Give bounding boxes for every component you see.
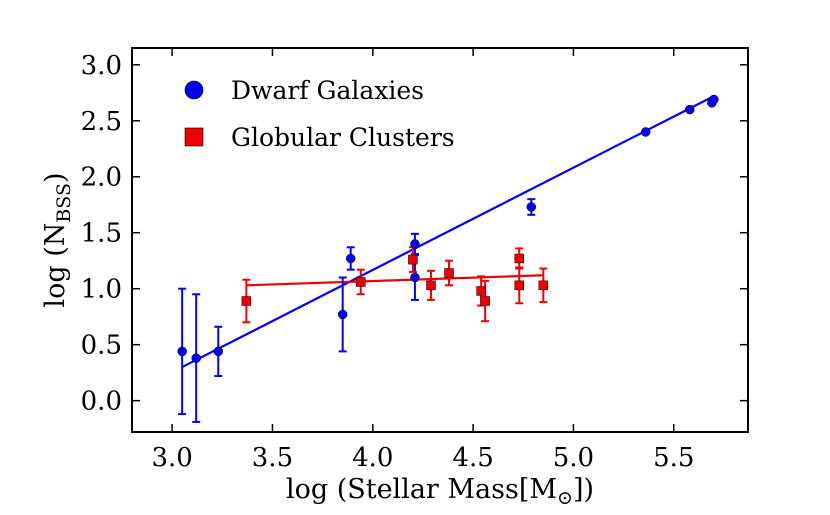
- point-globular-clusters: [408, 254, 418, 265]
- x-axis-label-sub: ⊙: [557, 487, 573, 509]
- point-globular-clusters: [514, 253, 525, 264]
- point-dwarf-galaxies: [640, 127, 651, 137]
- legend-label-dwarf-galaxies: Dwarf Galaxies: [231, 76, 424, 105]
- point-globular-clusters: [426, 280, 436, 291]
- point-dwarf-galaxies: [213, 346, 224, 357]
- point-globular-clusters: [538, 280, 549, 291]
- point-dwarf-galaxies: [709, 94, 719, 105]
- x-tick-label: 4.0: [352, 443, 393, 473]
- y-axis-label: log (NBSS): [40, 172, 75, 307]
- y-axis-label-main: log (N: [40, 223, 71, 308]
- legend: Dwarf Galaxies Globular Clusters: [184, 76, 455, 152]
- point-globular-clusters: [444, 268, 454, 278]
- x-tick-label: 3.5: [252, 443, 293, 473]
- point-dwarf-galaxies: [685, 104, 695, 115]
- y-tick-label: 2.5: [81, 107, 122, 137]
- x-axis-label-end: ]): [573, 474, 594, 505]
- point-dwarf-galaxies: [191, 353, 201, 363]
- fit-line-dwarf-galaxies: [181, 95, 715, 369]
- point-dwarf-galaxies: [410, 239, 420, 249]
- point-globular-clusters: [480, 296, 490, 306]
- y-tick-label: 0.5: [81, 331, 122, 361]
- y-tick-label: 2.0: [81, 163, 122, 193]
- plot-frame: [131, 47, 749, 433]
- x-tick-label: 5.0: [553, 443, 594, 473]
- legend-marker-dwarf-galaxies: [184, 80, 204, 100]
- point-globular-clusters: [476, 286, 486, 296]
- fit-line-globular-clusters: [246, 274, 544, 287]
- point-globular-clusters: [355, 277, 366, 287]
- point-dwarf-galaxies: [410, 272, 420, 283]
- legend-label-globular-clusters: Globular Clusters: [231, 123, 455, 152]
- point-globular-clusters: [241, 296, 252, 306]
- y-tick-label: 1.0: [81, 275, 122, 305]
- y-tick-label: 3.0: [81, 51, 122, 81]
- x-tick-label: 3.0: [151, 443, 192, 473]
- x-axis-label-main: log (Stellar Mass[M: [286, 474, 557, 505]
- legend-marker-globular-clusters: [184, 127, 204, 147]
- point-globular-clusters: [514, 280, 525, 291]
- y-tick-label: 0.0: [81, 387, 122, 417]
- point-dwarf-galaxies: [337, 309, 348, 320]
- point-dwarf-galaxies: [526, 202, 537, 212]
- y-tick-label: 1.5: [81, 219, 122, 249]
- x-tick-label: 5.5: [653, 443, 694, 473]
- x-tick-label: 4.5: [452, 443, 493, 473]
- point-dwarf-galaxies: [177, 346, 187, 357]
- x-axis-label: log (Stellar Mass[M⊙]): [286, 474, 594, 509]
- point-dwarf-galaxies: [345, 253, 356, 264]
- y-axis-label-sub: BSS: [53, 183, 75, 223]
- y-axis-label-end: ): [40, 172, 71, 183]
